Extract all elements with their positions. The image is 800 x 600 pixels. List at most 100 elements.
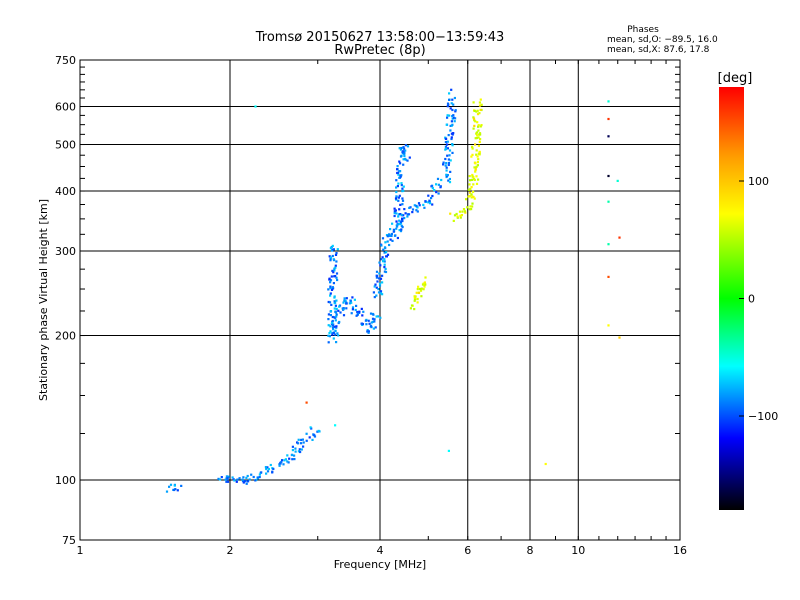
- data-point: [334, 333, 337, 336]
- data-point: [544, 462, 547, 466]
- data-point: [471, 173, 474, 177]
- data-point: [479, 138, 482, 141]
- data-point: [398, 222, 401, 226]
- data-point: [383, 246, 387, 249]
- data-point: [400, 182, 403, 185]
- data-point: [354, 308, 357, 312]
- y-tick-label: 75: [62, 534, 76, 547]
- data-point: [278, 463, 281, 466]
- data-point: [452, 103, 455, 106]
- data-point: [377, 288, 380, 291]
- data-point: [335, 307, 338, 310]
- data-point: [293, 458, 296, 461]
- data-point: [383, 263, 386, 266]
- data-point: [450, 120, 453, 123]
- data-point: [382, 260, 385, 263]
- data-point: [373, 296, 376, 299]
- data-point: [471, 195, 474, 198]
- data-point: [386, 240, 389, 243]
- data-point: [226, 477, 229, 480]
- data-point: [396, 171, 400, 174]
- data-point: [401, 197, 404, 200]
- data-point: [345, 302, 348, 305]
- data-point: [349, 299, 352, 302]
- data-point: [449, 124, 452, 127]
- data-point: [375, 294, 378, 297]
- x-tick-label: 16: [673, 544, 687, 557]
- data-point: [401, 219, 404, 223]
- data-point: [327, 318, 330, 321]
- data-point: [384, 241, 387, 244]
- data-point: [265, 467, 268, 471]
- data-point: [381, 281, 384, 284]
- data-point: [379, 290, 383, 293]
- data-point: [335, 272, 339, 275]
- data-point: [473, 197, 476, 200]
- data-point: [334, 266, 337, 269]
- data-point: [469, 179, 472, 182]
- data-point: [225, 480, 228, 483]
- data-point: [358, 311, 361, 314]
- data-point: [391, 239, 394, 242]
- data-point: [327, 334, 330, 337]
- data-point: [479, 125, 482, 128]
- data-point: [397, 182, 400, 185]
- data-point: [388, 243, 391, 247]
- data-point: [379, 316, 382, 319]
- data-point: [446, 102, 450, 105]
- data-point: [293, 454, 296, 457]
- data-point: [408, 156, 411, 159]
- data-point: [173, 488, 176, 492]
- data-point: [180, 484, 183, 487]
- data-point: [401, 225, 404, 229]
- data-point: [265, 472, 268, 475]
- data-point: [607, 324, 610, 327]
- data-point: [476, 113, 480, 116]
- data-point: [455, 212, 458, 216]
- data-point: [395, 227, 398, 230]
- data-point: [607, 135, 610, 138]
- data-point: [399, 148, 403, 151]
- data-point: [469, 205, 472, 208]
- data-point: [447, 449, 450, 452]
- data-point: [399, 220, 402, 223]
- data-point: [345, 297, 348, 300]
- data-point: [413, 308, 416, 311]
- data-point: [479, 98, 482, 101]
- data-point: [309, 426, 312, 429]
- data-point: [328, 335, 331, 338]
- data-point: [264, 466, 268, 469]
- data-point: [343, 299, 346, 302]
- data-point: [475, 153, 478, 156]
- data-point: [291, 453, 294, 456]
- x-axis-label: Frequency [MHz]: [334, 558, 426, 571]
- data-point: [402, 189, 405, 192]
- data-point: [332, 328, 335, 331]
- data-point: [335, 315, 338, 318]
- data-point: [416, 206, 419, 209]
- data-point: [456, 215, 459, 218]
- data-point: [423, 285, 426, 288]
- data-point: [402, 151, 406, 154]
- data-point: [393, 234, 397, 237]
- data-point: [398, 160, 401, 163]
- data-point: [454, 109, 457, 112]
- data-point: [446, 116, 449, 119]
- data-point: [470, 155, 473, 158]
- data-point: [420, 287, 423, 290]
- data-point: [415, 291, 418, 294]
- data-point: [449, 107, 452, 110]
- data-point: [413, 299, 416, 302]
- data-point: [302, 441, 305, 444]
- data-point: [453, 96, 456, 100]
- data-point: [402, 214, 405, 217]
- data-point: [297, 442, 300, 445]
- data-point: [397, 213, 400, 216]
- data-point: [431, 184, 434, 187]
- data-point: [461, 210, 464, 213]
- data-point: [479, 108, 482, 111]
- data-point: [478, 132, 482, 135]
- data-point: [378, 277, 381, 280]
- data-point: [279, 462, 282, 465]
- data-point: [335, 313, 338, 316]
